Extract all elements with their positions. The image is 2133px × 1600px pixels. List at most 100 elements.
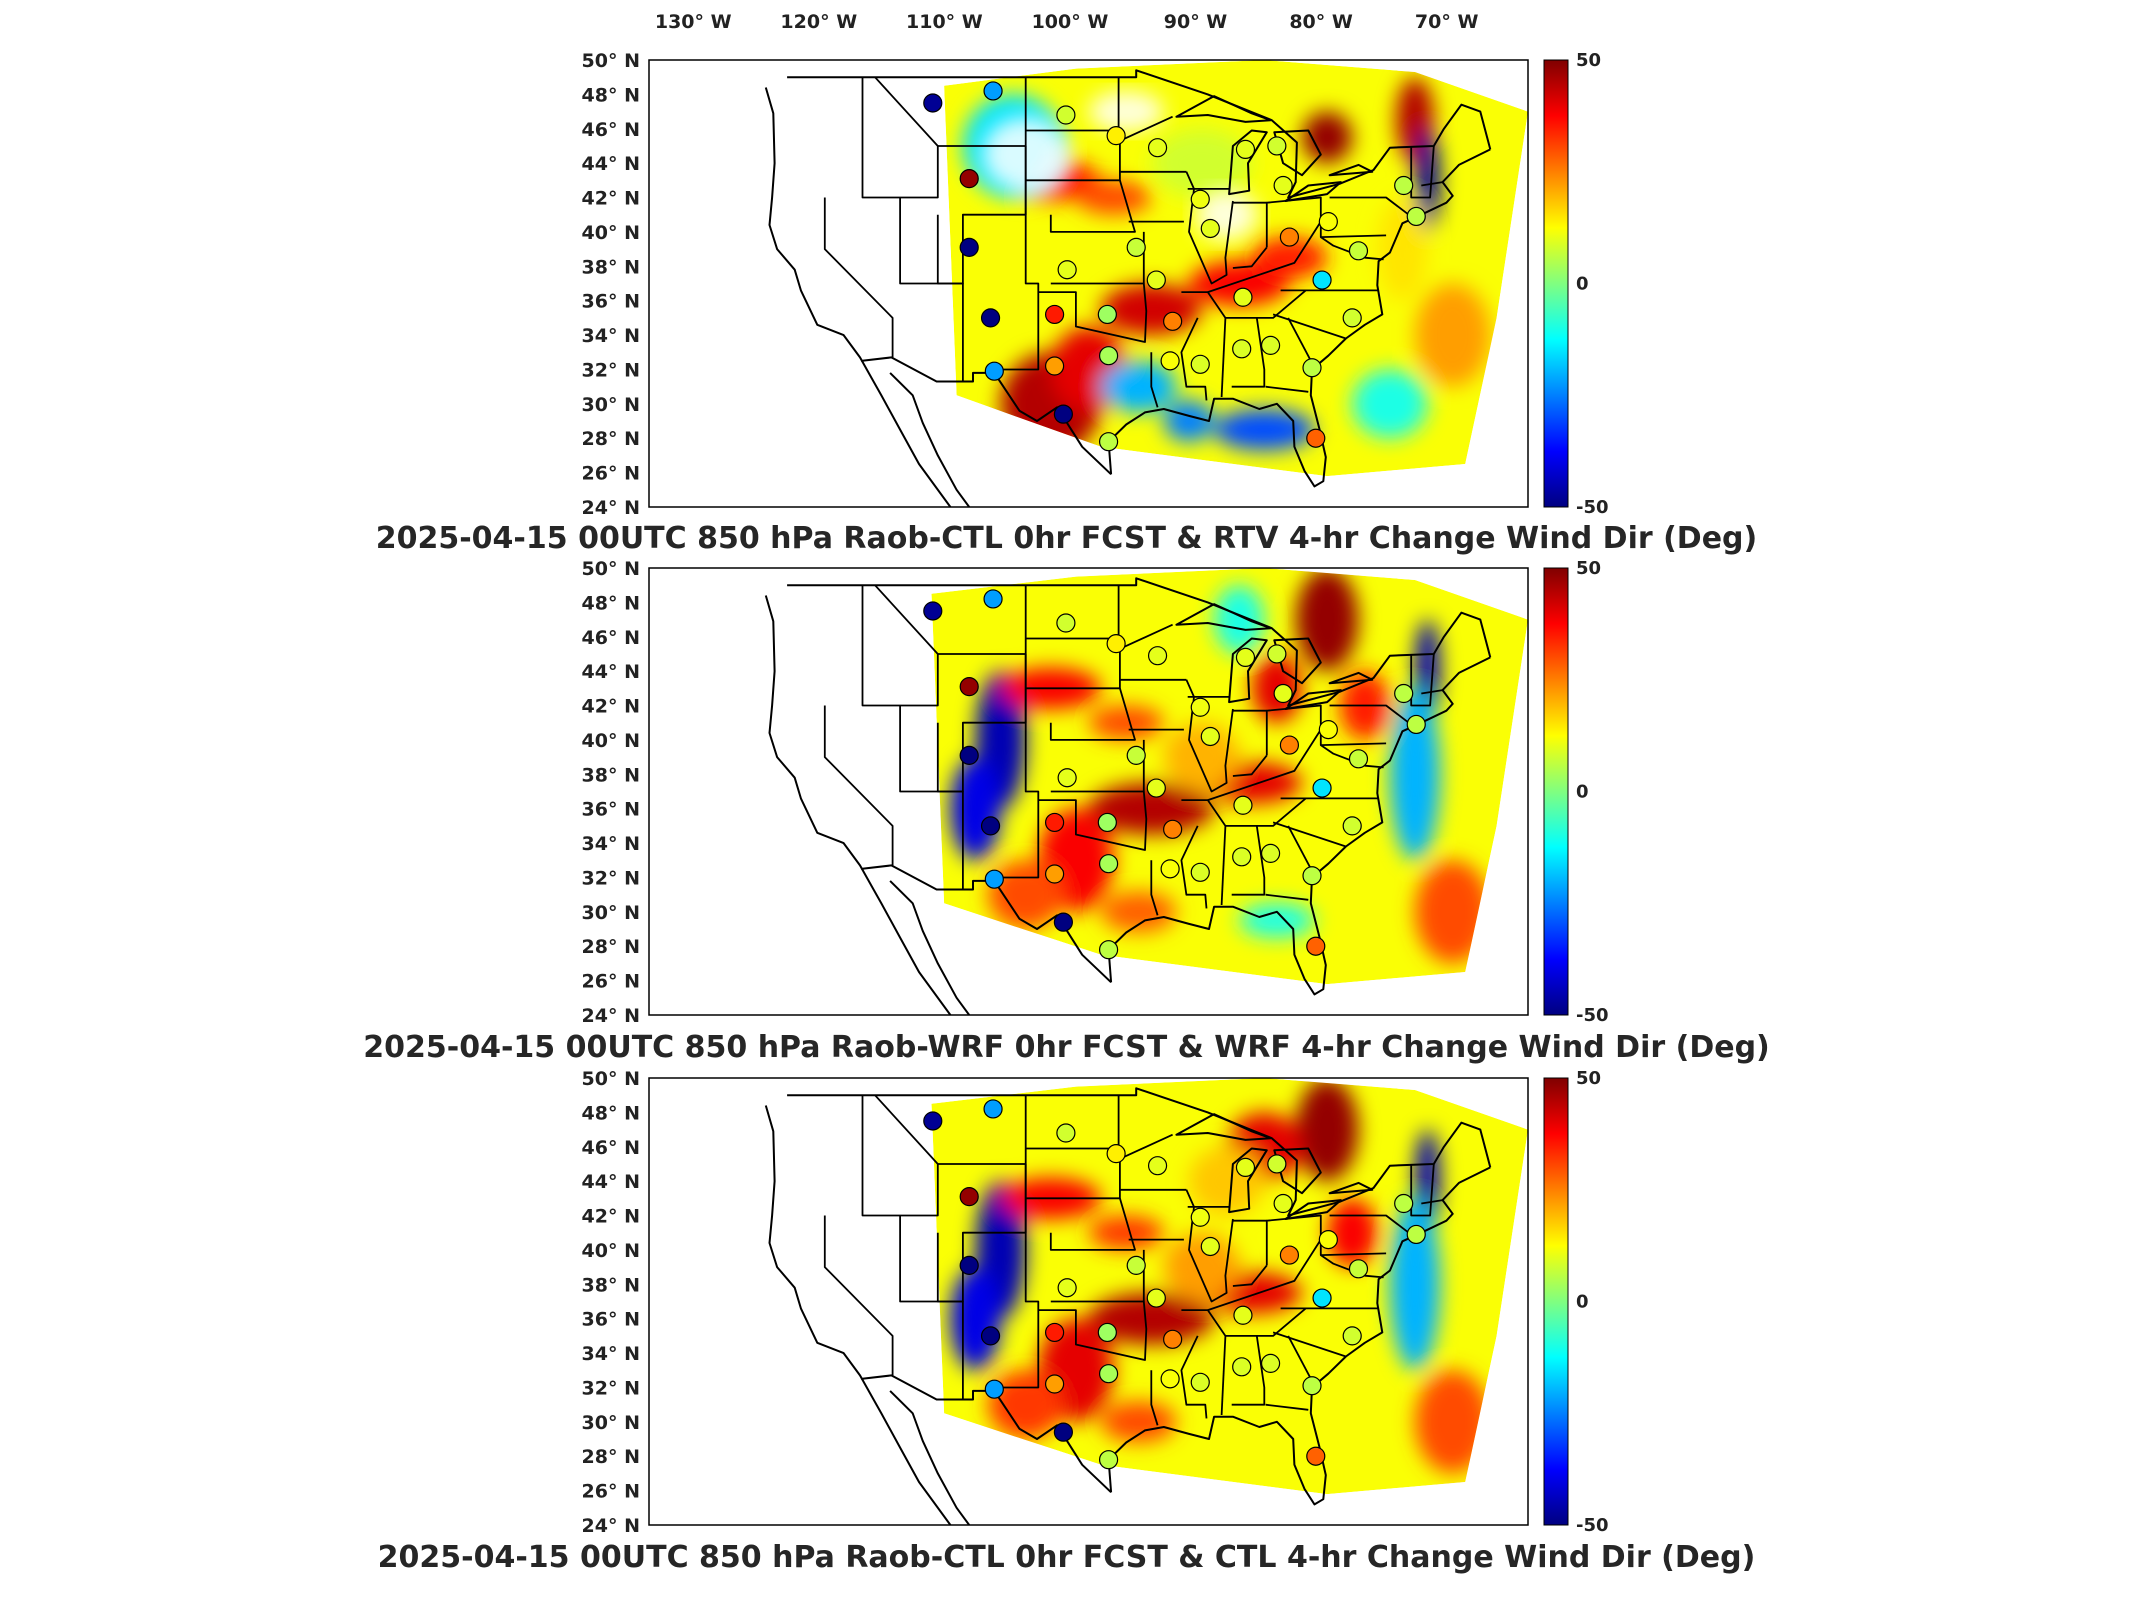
colorbar-label: 50 [1576,50,1601,71]
station-marker [1348,1259,1369,1279]
map-frame [648,59,1529,508]
state-border [1181,289,1379,319]
station-marker [984,869,1004,889]
missing-data-area [1088,90,1164,133]
state-border [1185,679,1234,793]
state-border [1038,1301,1148,1361]
lat-label: 28° N [582,428,640,450]
colorbar-label: 50 [1576,558,1601,579]
station-marker [1098,1450,1119,1470]
station-marker [983,589,1003,609]
lat-label: 40° N [582,1240,640,1262]
station-marker [1267,644,1287,664]
station-marker [1190,189,1210,209]
station-marker [1057,260,1077,280]
station-marker [1146,1288,1166,1308]
lat-label: 50° N [582,1068,640,1090]
station-marker [1233,795,1253,815]
station-marker [1232,339,1252,359]
station-marker [1342,1326,1362,1346]
colorbar-label: -50 [1576,1005,1609,1026]
station-marker [1190,354,1210,374]
station-marker [1279,735,1300,755]
state-border [823,197,894,358]
coastline [764,595,952,1015]
state-border [993,585,1040,879]
map-outlines [764,1087,1492,1525]
station-marker [1146,270,1166,290]
state-border [1265,1403,1309,1411]
state-border [1265,704,1387,756]
station-marker [1057,1278,1077,1298]
station-marker [1163,311,1183,331]
lat-label: 26° N [582,463,640,485]
panel-title-3: 2025-04-15 00UTC 850 hPa Raob-CTL 0hr FC… [377,1540,1756,1575]
lat-label: 36° N [582,291,640,313]
map-panel-3: 50° N 48° N 46° N 44° N 42° N 40° N 38° N 36° N… [582,1068,1609,1537]
state-border [1119,1133,1173,1160]
station-marker [980,1326,1001,1346]
lat-label: 34° N [582,1343,640,1365]
lon-label: 110° W [906,11,983,33]
station-marker [1260,843,1281,863]
state-border [1265,893,1309,901]
colorbar-label: 0 [1576,1292,1589,1313]
great-lake [1273,129,1322,177]
raob-stations [923,589,1426,960]
station-marker [1097,812,1117,833]
station-marker [1235,139,1256,159]
lat-label: 46° N [582,119,640,141]
lat-label: 42° N [582,696,640,718]
station-marker [1273,1193,1293,1214]
station-marker [1232,1357,1252,1377]
lat-label: 24° N [582,1515,640,1537]
station-marker [1273,683,1293,704]
station-marker [1044,1374,1065,1394]
station-marker [1348,749,1369,769]
station-marker [1235,647,1256,668]
lat-label: 38° N [582,764,640,786]
station-marker [1056,1123,1076,1143]
station-marker [923,93,943,113]
field-anomaly [1163,1232,1240,1302]
field-anomaly [1101,891,1177,933]
state-border [1410,145,1435,199]
state-border [1272,1331,1347,1358]
field-anomaly [1088,1215,1164,1250]
station-marker [1106,634,1126,654]
station-marker [1147,138,1168,158]
field-anomaly [1151,128,1252,198]
station-marker [1233,1305,1253,1325]
station-marker [1200,218,1220,239]
state-border [1038,283,1148,343]
state-border [823,705,894,866]
great-lake [1328,163,1374,177]
state-border [1150,352,1159,408]
colorbar-label: 0 [1576,274,1589,295]
station-marker [1190,1372,1210,1392]
station-marker [1318,720,1338,740]
station-marker [1053,912,1073,932]
station-marker [1098,854,1119,874]
lat-label: 44° N [582,153,640,175]
station-marker [1342,308,1362,328]
wind-direction-field [931,1078,1528,1495]
state-border [1207,221,1322,293]
station-marker [1163,819,1183,839]
station-marker [1126,745,1146,765]
map-frame [648,567,1529,1016]
station-marker [1318,1230,1338,1250]
station-marker [959,677,979,697]
station-marker [959,1187,979,1207]
great-lake [1175,603,1272,631]
lat-label: 30° N [582,902,640,924]
field-anomaly [1214,585,1265,654]
station-marker [1279,227,1300,247]
state-border [1119,115,1173,142]
station-marker [1056,613,1076,633]
state-border [993,1095,1040,1389]
station-marker [1106,126,1126,146]
station-marker [1044,304,1065,325]
station-marker [1342,816,1362,836]
state-border [936,214,964,382]
